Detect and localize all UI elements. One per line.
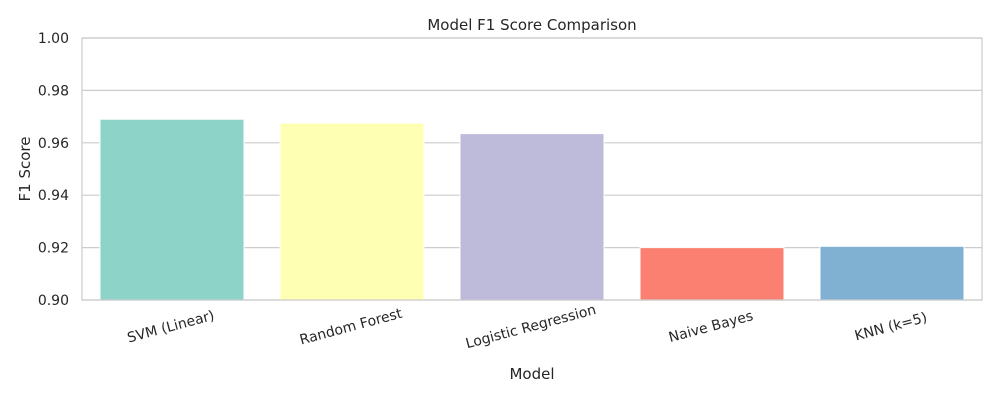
y-tick-label: 0.96 bbox=[38, 136, 69, 152]
bar-random-forest bbox=[279, 122, 425, 301]
x-tick-label: Naive Bayes bbox=[667, 308, 755, 346]
bar-knn-k-5 bbox=[819, 245, 965, 301]
x-tick-label: KNN (k=5) bbox=[853, 310, 929, 345]
x-tick-labels: SVM (Linear) Random Forest Logistic Regres… bbox=[126, 302, 929, 352]
x-tick-label: SVM (Linear) bbox=[126, 308, 217, 347]
y-tick-label: 0.92 bbox=[38, 241, 69, 257]
y-tick-label: 0.98 bbox=[38, 83, 69, 99]
bars bbox=[99, 118, 965, 301]
chart-title: Model F1 Score Comparison bbox=[427, 16, 636, 34]
y-tick-label: 0.94 bbox=[38, 188, 69, 204]
y-tick-label: 1.00 bbox=[38, 31, 69, 47]
bar-logistic-regression bbox=[459, 133, 605, 301]
x-tick-label: Random Forest bbox=[298, 306, 404, 349]
bar-naive-bayes bbox=[639, 247, 785, 301]
x-tick-label: Logistic Regression bbox=[464, 302, 598, 352]
y-tick-labels: 0.90 0.92 0.94 0.96 0.98 1.00 bbox=[38, 31, 69, 309]
bar-svm-linear bbox=[99, 118, 245, 301]
y-axis-label: F1 Score bbox=[16, 137, 34, 202]
plot-frame bbox=[81, 37, 983, 301]
y-tick-label: 0.90 bbox=[38, 293, 69, 309]
x-axis-label: Model bbox=[509, 365, 554, 383]
